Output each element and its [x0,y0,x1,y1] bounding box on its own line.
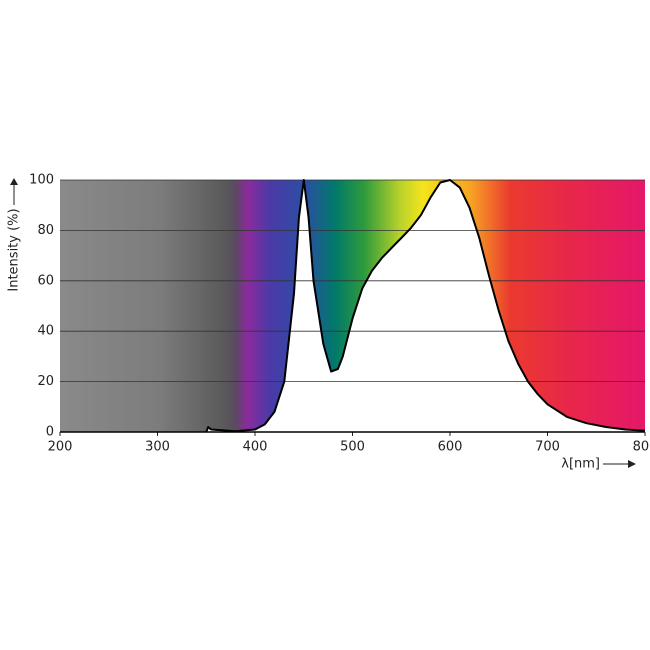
x-axis-label: λ[nm] [561,457,600,472]
x-tick-label: 300 [145,440,170,455]
x-tick-label: 400 [243,440,268,455]
y-tick-label: 80 [37,223,54,238]
x-tick-label: 700 [535,440,560,455]
x-tick-label: 800 [633,440,650,455]
x-tick-label: 500 [340,440,365,455]
y-axis-arrowhead [10,178,18,185]
y-tick-label: 40 [37,324,54,339]
y-tick-label: 0 [46,425,54,440]
y-tick-label: 100 [29,173,54,188]
y-tick-label: 60 [37,273,54,288]
spectrum-curve [205,179,646,433]
x-axis-arrowhead [628,460,636,468]
x-tick-label: 200 [48,440,73,455]
y-axis-label: Intensity (%) [7,208,22,291]
curve-area [206,180,645,432]
y-tick-label: 20 [37,374,54,389]
x-tick-label: 600 [438,440,463,455]
